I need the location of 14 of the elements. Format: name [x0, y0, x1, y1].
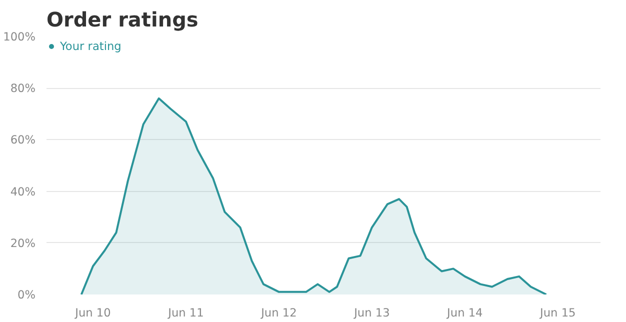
y-tick-label: 80%	[10, 81, 36, 96]
x-tick-label: Jun 14	[446, 306, 483, 320]
y-tick-label: 20%	[10, 236, 36, 250]
x-tick-label: Jun 15	[539, 306, 576, 320]
legend-label: Your rating	[60, 39, 122, 53]
x-tick-label: Jun 12	[260, 306, 297, 320]
x-tick-label: Jun 13	[353, 306, 390, 320]
y-tick-label: 100%	[3, 30, 36, 44]
y-tick-label: 40%	[10, 184, 36, 198]
y-tick-label: 60%	[10, 132, 36, 147]
x-tick-label: Jun 11	[167, 306, 204, 320]
y-tick-label: 0%	[18, 288, 36, 302]
chart-title: Order ratings	[46, 8, 198, 32]
x-tick-label: Jun 10	[74, 306, 111, 320]
